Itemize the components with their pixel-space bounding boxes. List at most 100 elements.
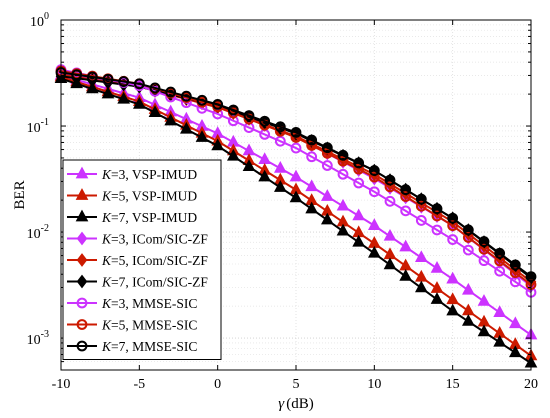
triangle-marker bbox=[164, 113, 178, 126]
circle-marker bbox=[321, 160, 333, 171]
triangle-marker bbox=[367, 245, 381, 258]
triangle-marker bbox=[367, 218, 381, 230]
triangle-marker bbox=[430, 292, 444, 304]
circle-marker bbox=[368, 186, 380, 198]
circle-marker bbox=[337, 168, 349, 180]
legend-label: K=3, VSP-IMUD bbox=[101, 167, 197, 182]
circle-marker bbox=[306, 151, 318, 163]
data-series bbox=[54, 64, 538, 368]
circle-marker bbox=[353, 177, 365, 189]
circle-marker bbox=[274, 135, 286, 147]
circle-marker bbox=[415, 200, 427, 212]
triangle-marker bbox=[399, 269, 413, 281]
circle-marker bbox=[462, 232, 474, 243]
y-tick-label: 10-2 bbox=[27, 223, 49, 242]
triangle-marker bbox=[493, 305, 507, 317]
triangle-marker bbox=[477, 324, 491, 337]
x-tick-label: -5 bbox=[133, 377, 145, 392]
triangle-marker bbox=[117, 91, 131, 104]
triangle-marker bbox=[226, 148, 240, 161]
circle-marker bbox=[353, 157, 365, 169]
legend-label: K=5, MMSE-SIC bbox=[101, 318, 197, 333]
circle-marker bbox=[431, 224, 443, 236]
triangle-marker bbox=[179, 121, 193, 134]
triangle-marker bbox=[289, 190, 303, 203]
triangle-marker bbox=[352, 208, 366, 221]
x-tick-label: 0 bbox=[214, 377, 221, 392]
y-tick-label: 10-3 bbox=[27, 329, 49, 348]
diamond-marker bbox=[76, 274, 88, 289]
circle-marker bbox=[321, 142, 333, 154]
circle-marker bbox=[368, 171, 380, 183]
series-8 bbox=[55, 67, 537, 283]
circle-marker bbox=[353, 163, 365, 175]
triangle-marker bbox=[446, 303, 460, 316]
triangle-marker bbox=[305, 179, 319, 192]
x-axis-label-symbol: γ bbox=[278, 396, 285, 412]
triangle-marker bbox=[132, 97, 146, 109]
triangle-marker bbox=[336, 223, 350, 236]
diamond-marker bbox=[76, 231, 88, 246]
triangle-marker bbox=[477, 294, 491, 306]
circle-marker bbox=[431, 210, 443, 222]
axis-ticks: -10 -5 0 5 10 15 20 100 10-1 10-2 10-3 bbox=[27, 11, 538, 392]
legend-entry: K=5, MMSE-SIC bbox=[67, 318, 197, 333]
y-tick-label: 100 bbox=[30, 11, 49, 30]
circle-marker bbox=[494, 255, 506, 267]
legend-entry: K=3, ICom/SIC-ZF bbox=[67, 232, 208, 247]
circle-marker bbox=[494, 265, 506, 277]
triangle-marker bbox=[352, 234, 366, 247]
triangle-marker bbox=[242, 159, 256, 172]
legend-entry: K=7, ICom/SIC-ZF bbox=[67, 275, 208, 290]
circle-marker bbox=[509, 259, 521, 271]
triangle-marker bbox=[75, 209, 89, 222]
legend-label: K=7, ICom/SIC-ZF bbox=[101, 275, 208, 290]
diamond-marker bbox=[76, 253, 88, 267]
series-2 bbox=[54, 71, 538, 368]
y-axis-label: BER bbox=[12, 180, 28, 209]
circle-marker bbox=[165, 86, 177, 98]
circle-marker bbox=[76, 340, 88, 352]
x-axis-label-unit: (dB) bbox=[286, 396, 314, 412]
legend-entry: K=7, MMSE-SIC bbox=[67, 339, 197, 354]
series-line bbox=[60, 68, 532, 294]
triangle-marker bbox=[75, 188, 89, 200]
legend-entry: K=5, ICom/SIC-ZF bbox=[67, 253, 208, 268]
triangle-marker bbox=[414, 280, 428, 293]
triangle-marker bbox=[336, 198, 350, 211]
circle-marker bbox=[118, 76, 130, 87]
circle-marker bbox=[384, 181, 396, 193]
triangle-marker bbox=[85, 81, 99, 94]
triangle-marker bbox=[320, 212, 334, 225]
circle-marker bbox=[290, 142, 302, 154]
triangle-marker bbox=[461, 282, 475, 295]
x-tick-label: 5 bbox=[293, 377, 300, 392]
circle-marker bbox=[478, 255, 490, 267]
triangle-marker bbox=[305, 201, 319, 214]
triangle-marker bbox=[273, 160, 287, 173]
circle-marker bbox=[337, 149, 349, 161]
circle-marker bbox=[478, 236, 490, 247]
triangle-marker bbox=[461, 314, 475, 326]
circle-marker bbox=[102, 73, 114, 85]
circle-marker bbox=[400, 191, 412, 202]
series-line bbox=[60, 71, 532, 278]
circle-marker bbox=[384, 195, 396, 207]
circle-marker bbox=[306, 134, 318, 146]
triangle-marker bbox=[383, 228, 397, 241]
legend-entry: K=7, VSP-IMUD bbox=[67, 209, 197, 225]
circle-marker bbox=[149, 82, 161, 94]
circle-marker bbox=[478, 243, 490, 255]
circle-marker bbox=[86, 71, 98, 83]
circle-marker bbox=[227, 104, 239, 116]
triangle-marker bbox=[273, 180, 287, 192]
legend-label: K=5, ICom/SIC-ZF bbox=[101, 253, 208, 268]
circle-marker bbox=[76, 319, 88, 330]
circle-marker bbox=[447, 220, 459, 232]
x-tick-label: 10 bbox=[367, 377, 381, 392]
circle-marker bbox=[212, 98, 224, 110]
circle-marker bbox=[243, 110, 255, 122]
triangle-marker bbox=[399, 239, 413, 252]
triangle-marker bbox=[101, 86, 115, 99]
legend-label: K=3, MMSE-SIC bbox=[101, 296, 197, 311]
